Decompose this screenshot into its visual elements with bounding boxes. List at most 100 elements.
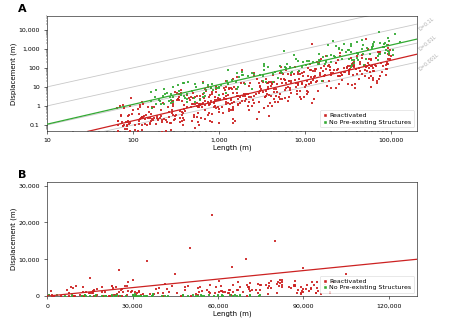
- Point: [229, 282, 237, 288]
- Point: [360, 52, 367, 57]
- Point: [347, 41, 355, 47]
- Point: [157, 102, 165, 107]
- Point: [298, 284, 305, 290]
- Point: [201, 93, 209, 98]
- Point: [194, 110, 202, 115]
- Point: [227, 292, 234, 297]
- Point: [351, 81, 358, 86]
- Point: [198, 293, 206, 299]
- Text: B: B: [18, 170, 26, 180]
- Point: [292, 57, 300, 62]
- Point: [173, 91, 181, 96]
- Point: [231, 292, 238, 298]
- Point: [385, 50, 393, 55]
- Point: [177, 293, 185, 299]
- Point: [256, 84, 264, 89]
- Point: [345, 69, 353, 74]
- Point: [318, 79, 326, 84]
- Point: [109, 293, 116, 299]
- Point: [228, 108, 235, 113]
- Point: [121, 126, 129, 132]
- Point: [195, 122, 203, 128]
- Point: [350, 61, 358, 66]
- Point: [305, 59, 313, 64]
- Point: [259, 79, 267, 84]
- Point: [304, 89, 311, 95]
- Point: [234, 97, 241, 102]
- Point: [278, 280, 286, 285]
- Point: [345, 69, 353, 74]
- Point: [246, 284, 253, 289]
- Point: [354, 51, 362, 57]
- Point: [147, 111, 155, 116]
- Point: [180, 81, 188, 86]
- Point: [295, 68, 303, 73]
- Point: [348, 61, 356, 66]
- Point: [119, 123, 127, 128]
- Point: [343, 65, 351, 70]
- Point: [191, 95, 198, 101]
- Point: [267, 278, 274, 284]
- Point: [148, 116, 156, 121]
- Point: [337, 54, 344, 59]
- Point: [146, 109, 153, 114]
- Point: [165, 290, 173, 295]
- Point: [260, 64, 267, 69]
- Point: [123, 139, 130, 144]
- Point: [129, 292, 137, 298]
- Point: [173, 290, 181, 295]
- Point: [196, 93, 204, 98]
- Point: [143, 123, 151, 128]
- Point: [213, 97, 220, 102]
- Point: [386, 51, 393, 57]
- Point: [285, 95, 293, 100]
- Point: [141, 114, 148, 119]
- Point: [135, 122, 143, 127]
- Point: [268, 81, 275, 86]
- Legend: Reactivated, No Pre-existing Structures: Reactivated, No Pre-existing Structures: [320, 276, 414, 293]
- Point: [139, 131, 146, 137]
- Point: [229, 290, 237, 295]
- Point: [380, 44, 387, 49]
- Point: [315, 288, 322, 293]
- Point: [262, 79, 270, 85]
- Point: [308, 79, 315, 85]
- Point: [153, 113, 161, 118]
- Point: [216, 106, 223, 112]
- Point: [264, 104, 272, 109]
- Point: [137, 102, 144, 107]
- Point: [226, 290, 233, 295]
- Point: [183, 91, 191, 97]
- Point: [209, 120, 216, 125]
- Point: [281, 88, 289, 93]
- Point: [181, 118, 188, 123]
- Point: [178, 98, 185, 103]
- Point: [188, 118, 195, 123]
- Point: [273, 82, 280, 87]
- Point: [179, 292, 187, 298]
- Point: [365, 61, 372, 66]
- Point: [276, 63, 283, 69]
- Point: [263, 80, 271, 85]
- Point: [372, 55, 380, 61]
- Point: [218, 288, 226, 293]
- Point: [130, 293, 138, 299]
- Point: [214, 95, 221, 101]
- Point: [194, 105, 201, 110]
- Point: [240, 80, 247, 86]
- Point: [308, 41, 316, 46]
- Point: [246, 107, 253, 113]
- Point: [353, 66, 360, 72]
- Point: [283, 61, 291, 66]
- Point: [98, 293, 106, 299]
- Point: [345, 47, 353, 53]
- Point: [210, 99, 218, 104]
- Point: [115, 268, 122, 273]
- Point: [263, 88, 270, 93]
- Point: [140, 293, 147, 299]
- Point: [101, 293, 109, 299]
- Point: [356, 68, 364, 74]
- Point: [218, 284, 225, 289]
- Point: [209, 111, 216, 116]
- Point: [69, 285, 77, 291]
